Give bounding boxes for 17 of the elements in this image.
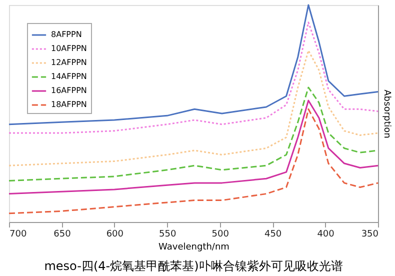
legend-label: 16AFPPN xyxy=(51,86,87,95)
legend-label: 8AFPPN xyxy=(51,30,82,39)
y-axis-title: Absorption xyxy=(382,90,392,138)
legend-label: 18AFPPN xyxy=(51,100,87,109)
x-tick-label: 350 xyxy=(361,230,379,240)
legend-label: 14AFPPN xyxy=(51,72,87,81)
x-tick-label: 400 xyxy=(317,230,335,240)
x-tick-label: 550 xyxy=(159,230,176,240)
x-tick-label: 600 xyxy=(106,230,124,240)
x-tick-label: 650 xyxy=(54,230,72,240)
x-tick-label: 450 xyxy=(264,230,282,240)
text: meso-四(4-烷氧基甲酰苯基)卟啉合镍紫外可见吸收光谱 xyxy=(44,259,343,273)
x-axis-title: Wavelength/nm xyxy=(158,242,230,252)
x-tick-label: 700 xyxy=(10,230,27,240)
legend-label: 12AFPPN xyxy=(51,58,87,67)
legend-label: 10AFPPN xyxy=(51,44,87,53)
x-tick-label: 500 xyxy=(212,230,230,240)
